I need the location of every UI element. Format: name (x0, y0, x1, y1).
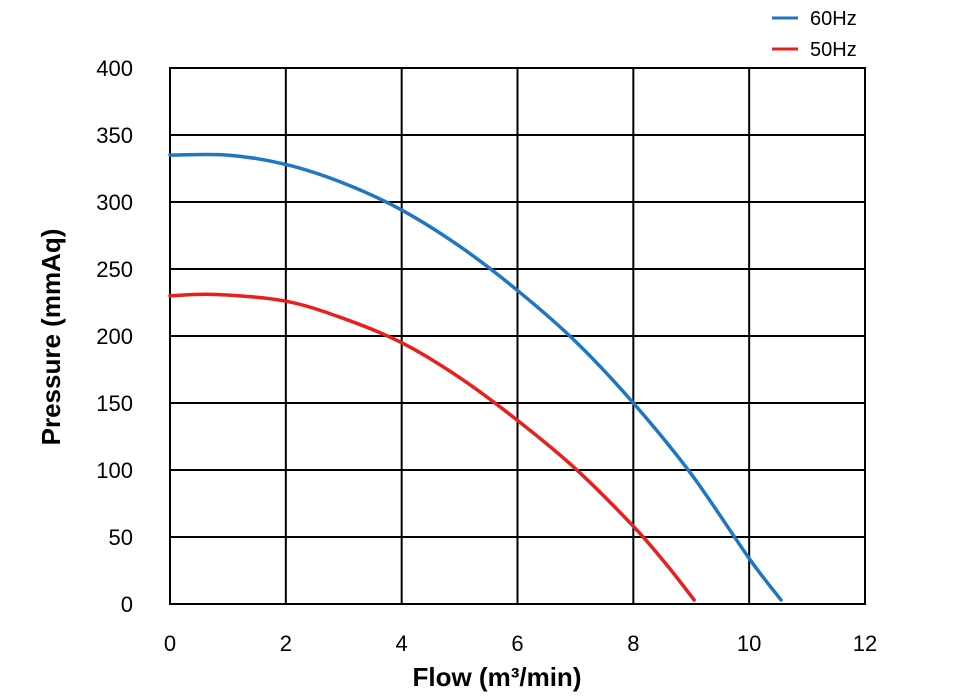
y-tick-label: 250 (96, 257, 133, 282)
grid-lines (169, 67, 866, 605)
legend-label-60hz: 60Hz (810, 8, 857, 30)
legend-label-50hz: 50Hz (810, 39, 857, 61)
series-line-50hz (168, 292, 696, 602)
y-tick-label: 300 (96, 190, 133, 215)
y-tick-label: 100 (96, 458, 133, 483)
x-tick-label: 6 (511, 631, 523, 656)
x-tick-labels: 0 2 4 6 8 10 12 (164, 631, 877, 656)
series-line-60hz (168, 152, 783, 602)
series-layer (168, 152, 783, 602)
y-tick-label: 0 (121, 592, 133, 617)
y-tick-label: 50 (109, 525, 133, 550)
legend: 60Hz 50Hz (772, 8, 857, 61)
x-tick-label: 10 (737, 631, 761, 656)
x-tick-label: 8 (627, 631, 639, 656)
x-tick-label: 0 (164, 631, 176, 656)
x-axis-title: Flow (m³/min) (413, 662, 582, 692)
y-tick-label: 400 (96, 56, 133, 81)
y-tick-label: 350 (96, 123, 133, 148)
y-tick-labels: 0 50 100 150 200 250 300 350 400 (96, 56, 133, 617)
y-axis-title: Pressure (mmAq) (36, 229, 66, 446)
y-tick-label: 150 (96, 391, 133, 416)
plot-border (169, 67, 866, 605)
x-tick-label: 12 (853, 631, 877, 656)
x-tick-label: 2 (280, 631, 292, 656)
x-tick-label: 4 (396, 631, 408, 656)
y-tick-label: 200 (96, 324, 133, 349)
